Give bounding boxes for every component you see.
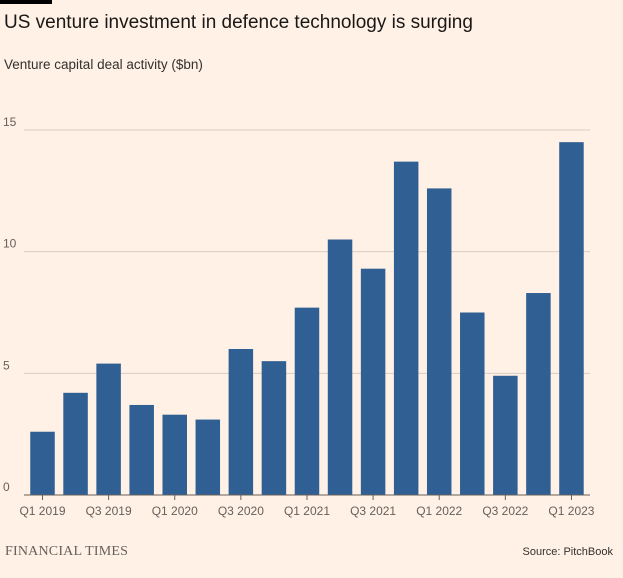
x-tick-label: Q3 2022: [482, 504, 528, 518]
brand-bar: [0, 0, 52, 4]
bar-q1-2020: [162, 414, 187, 495]
chart-title: US venture investment in defence technol…: [4, 12, 473, 33]
x-tick-label: Q3 2019: [86, 504, 132, 518]
x-tick-label: Q1 2021: [284, 504, 330, 518]
bar-q4-2019: [129, 404, 154, 495]
x-tick-label: Q1 2019: [19, 504, 65, 518]
bar-q4-2020: [261, 361, 287, 495]
bar-q1-2022: [426, 188, 452, 495]
chart-subtitle: Venture capital deal activity ($bn): [4, 57, 203, 72]
bar-q4-2022: [526, 293, 551, 495]
bar-q1-2023: [559, 142, 584, 495]
source-note: Source: PitchBook: [522, 546, 614, 558]
y-tick-label: 15: [3, 115, 17, 129]
x-tick-label: Q3 2021: [350, 504, 396, 518]
ft-logo-text: FINANCIAL TIMES: [5, 544, 129, 559]
bar-q1-2019: [30, 431, 55, 495]
bar-q2-2022: [460, 312, 485, 495]
y-tick-label: 5: [3, 358, 10, 372]
bar-q3-2022: [493, 375, 518, 495]
bar-q2-2021: [327, 239, 353, 495]
x-tick-label: Q1 2022: [416, 504, 462, 518]
x-tick-label: Q1 2020: [152, 504, 198, 518]
bar-q1-2021: [294, 307, 320, 495]
x-tick-label: Q3 2020: [218, 504, 264, 518]
bar-q3-2019: [96, 363, 121, 495]
bar-q2-2019: [63, 392, 88, 495]
bar-q2-2020: [195, 419, 221, 495]
y-tick-label: 10: [3, 237, 17, 251]
bar-q4-2021: [393, 161, 419, 495]
x-tick-label: Q1 2023: [548, 504, 594, 518]
y-tick-label: 0: [3, 480, 10, 494]
bar-q3-2021: [360, 268, 386, 495]
bar-q3-2020: [228, 349, 254, 495]
